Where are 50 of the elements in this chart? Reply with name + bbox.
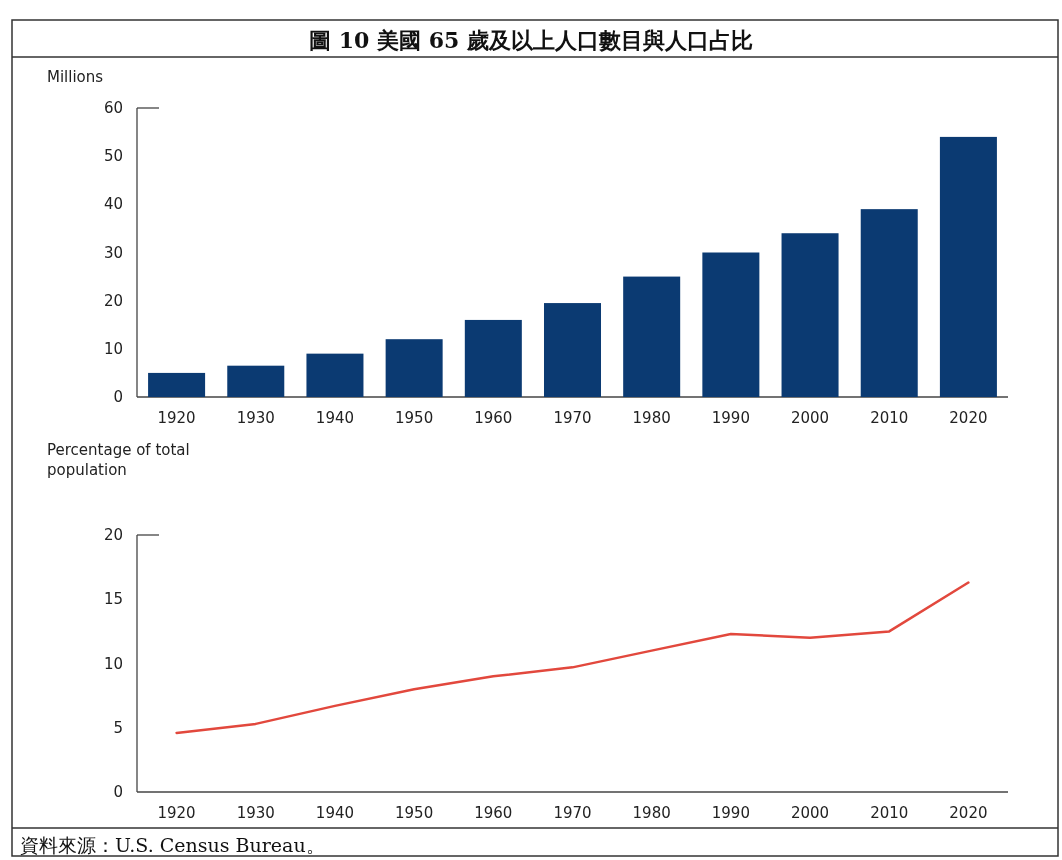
y-tick-label: 0 [113,388,123,406]
x-tick-label: 2010 [870,804,909,822]
x-tick-label: 2020 [949,409,988,427]
x-tick-label: 1950 [395,804,434,822]
x-tick-label: 1990 [711,804,750,822]
bar [702,252,760,397]
x-tick-label: 1930 [236,409,275,427]
x-tick-label: 1980 [632,409,671,427]
y-tick-label: 15 [103,590,123,609]
y-tick-label: 10 [103,339,123,358]
x-tick-label: 2000 [790,409,830,427]
y-tick-label: 40 [103,195,123,214]
y-tick-label: 50 [103,147,123,166]
bar [227,365,285,397]
x-tick-label: 2020 [949,804,988,822]
bar [939,136,997,397]
x-tick-label: 1950 [395,409,434,427]
x-tick-label: 1930 [236,804,275,822]
bar [464,319,522,397]
x-tick-label: 1940 [315,409,355,427]
bar [544,303,602,397]
x-tick-label: 1960 [474,409,513,427]
y-tick-label: 60 [103,99,123,117]
y-tick-label: 20 [103,291,123,310]
bar [148,372,206,397]
bar [306,353,364,397]
x-tick-label: 1920 [157,804,196,822]
x-tick-label: 2010 [870,409,909,427]
bar [860,209,918,397]
y-tick-label: 5 [113,718,123,737]
bar [623,276,681,397]
x-tick-label: 1970 [553,804,592,822]
x-tick-label: 1940 [315,804,355,822]
line-series [175,581,970,735]
y-axis-title: Percentage of total population [47,441,190,479]
x-tick-label: 1990 [711,409,750,427]
chart-title: 圖 10 美國 65 歲及以上人口數目與人口占比 [309,27,753,53]
y-tick-label: 20 [103,526,123,544]
x-tick-label: 2000 [790,804,830,822]
x-tick-label: 1970 [553,409,592,427]
x-tick-label: 1960 [474,804,513,822]
bar [781,233,839,397]
y-tick-label: 30 [103,243,123,262]
source-note: 資料來源：U.S. Census Bureau。 [20,834,325,856]
x-tick-label: 1920 [157,409,196,427]
y-tick-label: 0 [113,783,123,801]
x-tick-label: 1980 [632,804,671,822]
y-axis-title: Millions [47,68,104,86]
y-tick-label: 10 [103,654,123,673]
bar [385,339,443,397]
